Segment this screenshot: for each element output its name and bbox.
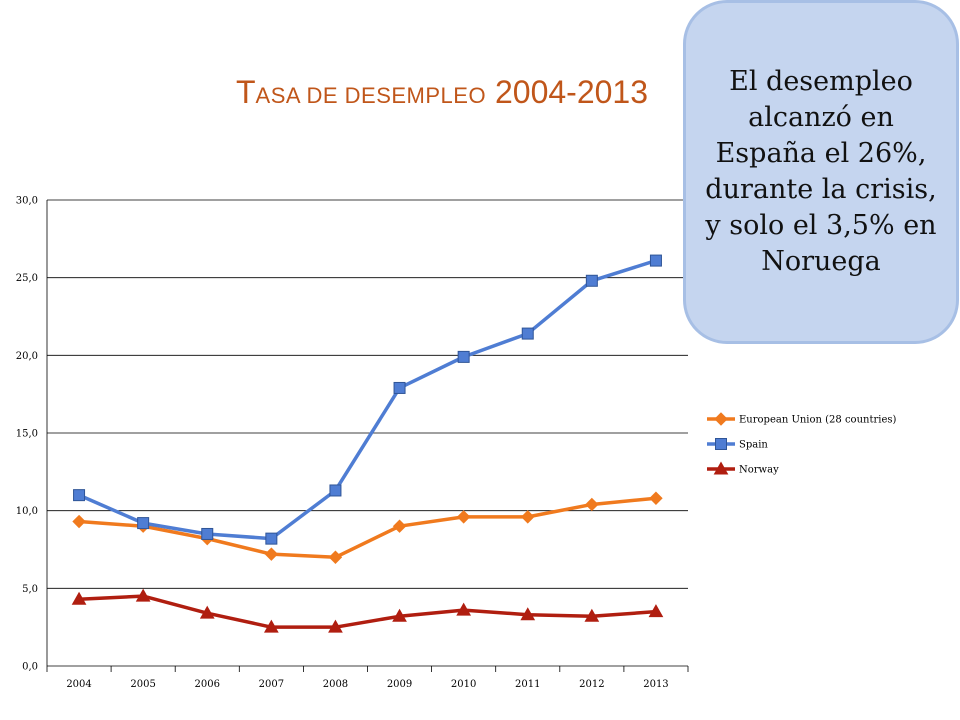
x-tick-label: 2009 [387,679,412,690]
y-tick-label: 5,0 [22,584,38,595]
y-tick-label: 0,0 [22,662,38,673]
x-tick-label: 2008 [323,679,348,690]
x-tick-label: 2005 [130,679,155,690]
data-point [328,619,343,633]
legend-entry: European Union (28 countries) [707,412,897,426]
data-point [649,491,663,505]
data-point [392,519,407,533]
y-tick-label: 20,0 [16,351,38,362]
data-point [520,607,536,621]
legend-entry: Norway [707,461,779,476]
chart-title: TASA DE DESEMPLEO 2004-2013 [236,74,648,111]
data-point [457,350,470,363]
data-point [137,517,150,530]
data-point [521,327,534,340]
y-tick-label: 25,0 [16,273,38,284]
data-point [584,608,600,622]
series-lines [71,254,664,633]
legend: European Union (28 countries) Spain Norway [707,412,897,476]
title-years: 2004-2013 [494,74,648,110]
callout-text: El desempleo alcanzó en España el 26%, d… [705,66,937,277]
data-point [264,547,279,561]
data-point [585,497,599,512]
data-point [456,602,472,616]
x-tick-label: 2010 [451,679,476,690]
data-point [199,605,215,619]
data-point [135,588,151,602]
data-point [201,527,214,540]
callout-box: El desempleo alcanzó en España el 26%, d… [683,0,959,344]
data-point [585,274,598,287]
title-smallcaps: ASA DE DESEMPLEO [255,83,487,108]
y-tick-label: 15,0 [16,429,38,440]
data-point [265,532,278,545]
data-point [72,514,86,529]
grid-lines [47,199,688,667]
y-tick-label: 30,0 [16,196,38,207]
x-tick-label: 2012 [579,679,604,690]
x-tick-label: 2004 [66,679,91,690]
series-line [78,258,657,541]
legend-entry: Spain [707,438,768,451]
axes: 0,0 5,0 10,0 15,0 20,0 25,0 30,0 2004 2005 2006 20… [16,196,689,690]
data-point [71,591,87,605]
series-1 [73,254,662,545]
data-point [648,604,664,618]
legend-label: Spain [739,440,768,451]
data-point [73,489,86,502]
data-point [263,619,279,633]
legend-label: European Union (28 countries) [739,415,897,426]
data-point [328,550,343,564]
title-first-letter: T [236,74,256,110]
x-tick-label: 2007 [259,679,284,690]
x-tick-label: 2011 [515,679,540,690]
x-tick-label: 2006 [195,679,220,690]
data-point [649,254,662,267]
data-point [329,484,342,497]
x-tick-label: 2013 [643,679,668,690]
legend-label: Norway [739,465,779,476]
legend-marker [715,438,727,450]
legend-marker [714,412,728,426]
series-line [78,594,657,629]
series-line [78,496,657,560]
data-point [521,510,535,524]
y-tick-label: 10,0 [16,506,38,517]
series-2 [71,588,664,633]
data-point [393,381,406,394]
data-point [456,510,471,524]
legend-marker [713,461,729,475]
data-point [392,608,407,622]
